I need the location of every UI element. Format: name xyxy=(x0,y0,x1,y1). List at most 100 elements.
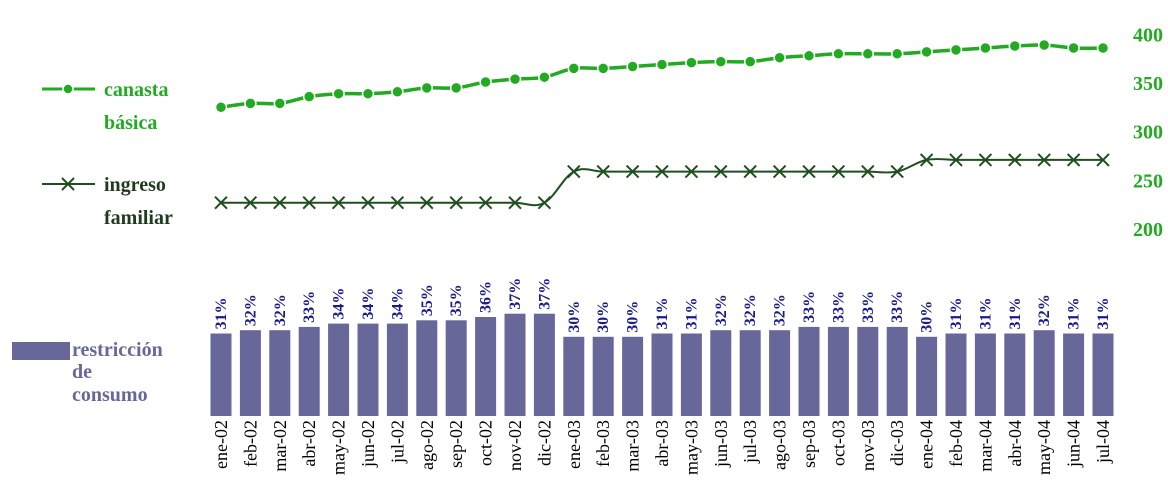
bar-label-sep-02: 35% xyxy=(448,284,465,316)
point-canasta-feb-02 xyxy=(244,97,257,110)
point-canasta-oct-03 xyxy=(832,47,845,61)
x-tick-ago-03: ago-03 xyxy=(770,420,790,470)
point-canasta-mar-02 xyxy=(273,97,287,110)
point-ingreso-mar-04 xyxy=(978,153,993,167)
right-axis-tick-350: 350 xyxy=(1133,73,1163,95)
lines-group xyxy=(214,38,1110,210)
legend-restriccion-label-2: de xyxy=(72,361,92,383)
bar-dic-03 xyxy=(886,326,908,416)
point-ingreso-ago-02 xyxy=(420,196,434,210)
x-tick-abr-02: abr-02 xyxy=(299,420,319,467)
point-ingreso-jul-03 xyxy=(743,164,757,179)
x-tick-jun-03: jun-03 xyxy=(711,420,731,468)
point-canasta-nov-02 xyxy=(508,72,522,86)
x-tick-abr-04: abr-04 xyxy=(1005,420,1025,467)
x-tick-jul-04: jul-04 xyxy=(1093,420,1113,464)
legend: canasta básica ingreso familiar restricc… xyxy=(12,79,173,406)
point-ingreso-abr-03 xyxy=(655,164,669,179)
x-tick-dic-02: dic-02 xyxy=(534,420,554,466)
legend-ingreso: ingreso familiar xyxy=(42,174,173,229)
right-axis-tick-400: 400 xyxy=(1133,24,1163,46)
legend-ingreso-label-2: familiar xyxy=(104,207,173,229)
legend-restriccion-label-1: restricción xyxy=(72,339,163,361)
point-canasta-jul-03 xyxy=(743,55,757,68)
point-ingreso-ago-03 xyxy=(772,164,787,179)
point-ingreso-jun-04 xyxy=(1066,153,1081,167)
bar-feb-03 xyxy=(592,336,614,416)
point-canasta-ene-02 xyxy=(214,101,228,114)
bar-label-abr-03: 31% xyxy=(654,298,671,330)
bar-abr-04 xyxy=(1004,333,1026,416)
x-tick-nov-03: nov-03 xyxy=(858,420,878,471)
bar-label-dic-03: 33% xyxy=(889,291,906,323)
bar-label-abr-02: 33% xyxy=(301,291,318,323)
point-canasta-ago-03 xyxy=(773,51,786,64)
point-ingreso-ene-02 xyxy=(214,196,228,210)
bar-jul-03 xyxy=(739,330,761,416)
point-canasta-sep-03 xyxy=(802,49,816,63)
point-canasta-abr-03 xyxy=(655,58,669,71)
legend-canasta-label-1: canasta xyxy=(104,79,168,101)
point-canasta-abr-04 xyxy=(1008,39,1022,53)
bar-oct-02 xyxy=(475,317,497,416)
bar-jul-02 xyxy=(386,323,408,416)
point-ingreso-oct-03 xyxy=(831,164,846,179)
point-ingreso-abr-02 xyxy=(302,196,316,210)
legend-ingreso-label-1: ingreso xyxy=(104,174,166,196)
bar-label-jun-04: 31% xyxy=(1066,298,1083,330)
bar-nov-02 xyxy=(504,313,526,416)
bar-mar-03 xyxy=(622,336,644,416)
point-canasta-feb-04 xyxy=(949,43,963,57)
bar-label-feb-04: 31% xyxy=(948,298,965,330)
legend-canasta: canasta básica xyxy=(42,79,168,134)
right-axis-tick-250: 250 xyxy=(1133,170,1163,192)
right-axis-tick-300: 300 xyxy=(1133,122,1163,144)
bar-label-mar-02: 32% xyxy=(272,294,289,326)
x-tick-oct-02: oct-02 xyxy=(476,420,496,466)
bar-feb-02 xyxy=(239,330,261,416)
bar-feb-04 xyxy=(945,333,967,416)
line-canasta-basica xyxy=(220,43,1104,110)
point-ingreso-feb-02 xyxy=(243,196,258,210)
bar-label-nov-03: 33% xyxy=(860,291,877,323)
bar-label-abr-04: 31% xyxy=(1007,297,1024,329)
bar-label-mar-03: 30% xyxy=(625,301,642,333)
x-tick-may-03: may-03 xyxy=(681,420,701,475)
point-ingreso-sep-02 xyxy=(449,196,463,210)
point-ingreso-jul-04 xyxy=(1096,153,1110,167)
x-tick-feb-04: feb-04 xyxy=(946,420,966,467)
x-axis-ticks: ene-02 feb-02 mar-02 abr-02 may-02 jun-02 jul-… xyxy=(211,420,1113,475)
point-ingreso-jul-02 xyxy=(390,196,405,210)
legend-canasta-swatch-marker xyxy=(62,83,74,95)
bar-label-may-03: 31% xyxy=(683,298,700,330)
bar-mar-04 xyxy=(974,333,996,416)
point-ingreso-mar-03 xyxy=(625,164,640,179)
x-tick-sep-03: sep-03 xyxy=(799,420,819,468)
x-tick-jul-03: jul-03 xyxy=(740,420,760,464)
point-canasta-mar-03 xyxy=(626,60,639,73)
x-tick-feb-03: feb-03 xyxy=(593,420,613,467)
x-tick-feb-02: feb-02 xyxy=(240,420,260,467)
point-canasta-dic-03 xyxy=(890,47,904,61)
bar-label-oct-03: 33% xyxy=(830,291,847,323)
point-canasta-feb-03 xyxy=(596,62,610,75)
x-tick-mar-04: mar-04 xyxy=(975,420,995,472)
x-tick-abr-03: abr-03 xyxy=(652,420,672,467)
point-canasta-jun-03 xyxy=(714,55,728,68)
point-canasta-nov-03 xyxy=(861,47,875,61)
point-canasta-ago-02 xyxy=(420,81,434,95)
line-ingreso-familiar xyxy=(221,157,1103,207)
legend-canasta-label-2: básica xyxy=(104,112,157,134)
point-canasta-ene-03 xyxy=(567,62,581,75)
bar-may-03 xyxy=(680,333,702,416)
point-ingreso-may-04 xyxy=(1037,153,1051,167)
point-ingreso-jun-02 xyxy=(361,196,375,210)
bar-may-02 xyxy=(328,323,350,416)
x-tick-jul-02: jul-02 xyxy=(387,420,407,464)
bar-label-ene-03: 30% xyxy=(566,301,583,333)
bars-group xyxy=(210,313,1114,416)
bar-ene-04 xyxy=(916,336,938,416)
bar-abr-03 xyxy=(651,333,673,416)
bar-dic-02 xyxy=(533,313,555,416)
legend-restriccion-swatch xyxy=(12,342,70,360)
